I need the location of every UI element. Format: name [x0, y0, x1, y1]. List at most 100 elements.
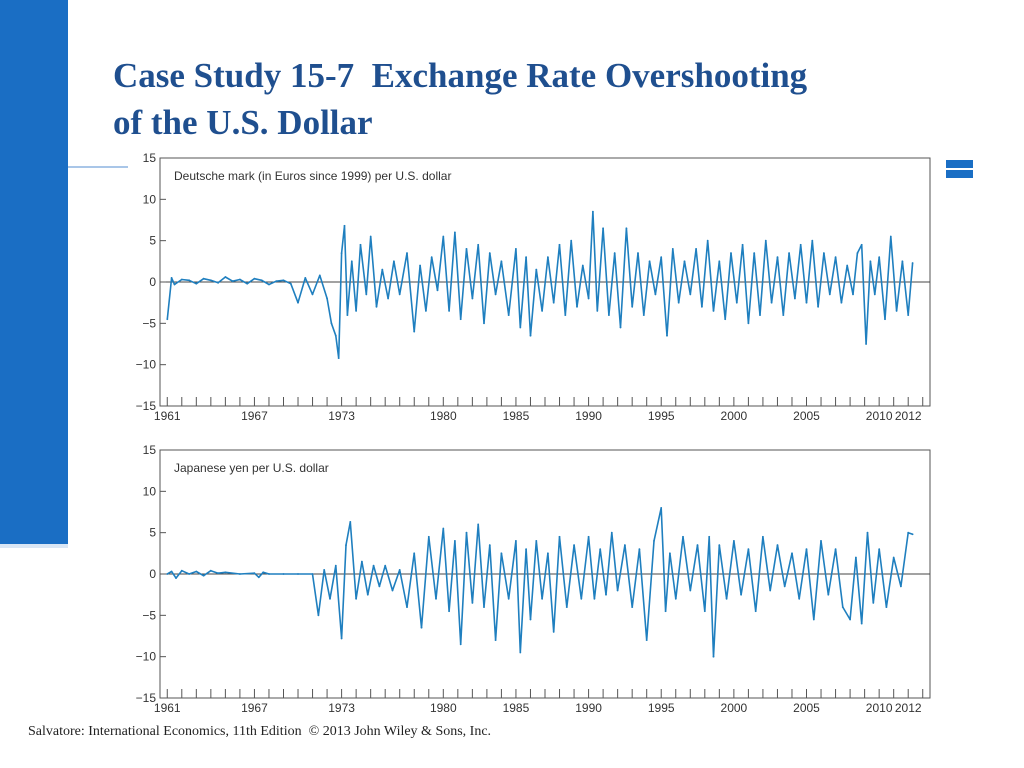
panel-2-data-point [170, 570, 173, 573]
panel-2-data-point [345, 544, 347, 546]
panel-2-x-tick-label: 2005 [793, 701, 820, 715]
panel-2-data-point [718, 544, 721, 546]
panel-1-data-point [224, 276, 227, 278]
panel-1-data-point [873, 293, 876, 296]
panel-2-data-point [587, 535, 590, 538]
panel-1-data-point [689, 293, 692, 296]
panel-2-data-point [878, 548, 881, 551]
panel-2-data-point [297, 573, 299, 575]
panel-2-data-point [552, 631, 555, 633]
panel-2-x-tick-label: 2010 [866, 701, 893, 715]
panel-2-title: Japanese yen per U.S. dollar [174, 461, 329, 475]
panel-2-data-point [791, 552, 793, 555]
panel-1-data-point [701, 305, 703, 308]
panel-1-data-point [173, 283, 176, 286]
slide-title-line-2: of the U.S. Dollar [113, 103, 373, 142]
panel-2-data-point [541, 597, 543, 600]
panel-2-data-point [624, 544, 626, 546]
panel-1-data-point [202, 277, 205, 280]
panel-1-data-point [747, 322, 750, 325]
panel-2-data-point [442, 527, 445, 530]
panel-2-data-point [638, 548, 641, 551]
panel-1-series-line [166, 210, 914, 359]
panel-1-y-tick-label: −10 [136, 358, 157, 372]
panel-1-data-point [856, 252, 859, 254]
panel-2-data-point [708, 535, 711, 538]
panel-1-data-point [581, 264, 584, 267]
panel-2-data-point [645, 639, 648, 641]
panel-1-data-point [613, 252, 616, 254]
panel-2-data-point [605, 593, 607, 596]
panel-2-data-point [465, 531, 468, 534]
panel-2-data-point [747, 548, 750, 551]
panel-1-data-point [817, 305, 819, 308]
panel-2-data-point [239, 573, 241, 575]
panel-1-data-point [840, 301, 843, 304]
panel-2-data-point [519, 651, 522, 654]
panel-2-data-point [311, 573, 314, 575]
panel-2-data-point [827, 593, 830, 596]
panel-1-data-point [625, 227, 628, 230]
panel-1-data-point [552, 301, 555, 304]
panel-2-data-point [372, 564, 375, 567]
panel-1-data-point [895, 310, 898, 312]
panel-1-data-point [381, 268, 384, 271]
panel-1-data-point [834, 256, 837, 259]
panel-1-data-point [289, 282, 292, 285]
panel-1-data-point [519, 326, 522, 329]
panel-2-data-point [558, 535, 561, 538]
panel-2-data-point [911, 533, 914, 536]
panel-1-data-point [911, 262, 914, 264]
panel-2-y-tick-label: 15 [143, 443, 157, 457]
panel-1-data-point [387, 297, 389, 300]
panel-1-data-point [782, 314, 785, 316]
panel-2-data-point [515, 540, 517, 542]
panel-1-data-point [724, 318, 727, 321]
panel-2-data-point [188, 573, 190, 575]
panel-1-data-point [683, 260, 686, 263]
panel-2-data-point [860, 622, 863, 625]
panel-1-data-point [602, 227, 604, 230]
panel-2-y-tick-label: −5 [142, 608, 156, 622]
panel-1-data-point [642, 314, 645, 316]
panel-2-data-point [361, 560, 363, 563]
panel-2-data-point [340, 637, 343, 640]
panel-2-data-point [769, 589, 772, 592]
panel-1-data-point [525, 256, 527, 259]
title-rule-line [68, 166, 128, 168]
panel-1-data-point [448, 310, 450, 312]
panel-1-data-point [570, 239, 573, 242]
panel-2-data-point [565, 606, 568, 608]
panel-1-data-point [823, 252, 825, 254]
panel-2-data-point [349, 521, 352, 523]
panel-1-data-point [592, 210, 594, 213]
panel-2-data-point [282, 573, 285, 575]
panel-1-x-tick-label: 1985 [503, 409, 530, 423]
panel-1-data-point [654, 293, 657, 296]
panel-1-data-point [459, 318, 462, 321]
panel-1-x-tick-label: 1967 [241, 409, 268, 423]
panel-1-data-point [846, 264, 849, 267]
panel-1-data-point [671, 248, 674, 250]
panel-2-data-point [754, 610, 757, 613]
panel-1-data-point [413, 330, 416, 333]
panel-1-data-point [753, 252, 756, 254]
panel-1-data-point [239, 278, 241, 281]
panel-2-data-point [660, 507, 663, 509]
panel-1-data-point [398, 293, 401, 296]
panel-1-data-point [260, 279, 263, 282]
panel-1-data-point [619, 326, 622, 329]
panel-1-data-point [852, 293, 854, 296]
panel-1-data-point [340, 252, 343, 254]
panel-1-y-tick-label: −15 [136, 399, 157, 413]
panel-2-data-point [805, 548, 808, 551]
panel-1-data-point [735, 301, 738, 304]
panel-2-data-point [406, 606, 408, 608]
panel-2-data-point [820, 540, 822, 542]
panel-1-y-tick-label: −5 [142, 316, 156, 330]
panel-1-data-point [425, 310, 427, 312]
panel-1-data-point [741, 243, 744, 246]
panel-1-data-point [541, 310, 543, 312]
panel-2-data-point [253, 572, 256, 575]
